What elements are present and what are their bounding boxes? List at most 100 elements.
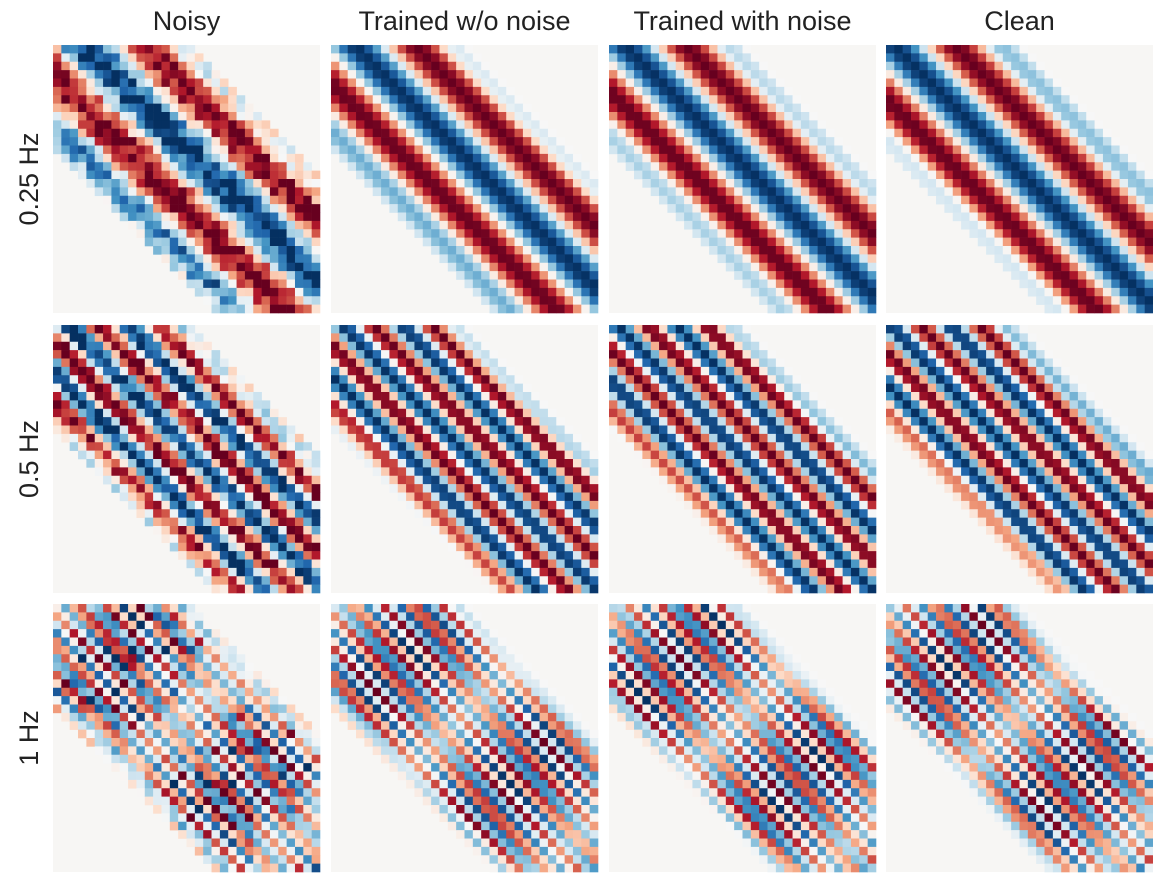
heatmap-cell bbox=[768, 526, 777, 535]
heatmap-cell bbox=[212, 79, 221, 88]
heatmap-cell bbox=[523, 585, 532, 594]
heatmap-cell bbox=[793, 392, 802, 401]
heatmap-cell bbox=[389, 87, 398, 96]
heatmap-cell bbox=[431, 509, 440, 518]
heatmap-cell bbox=[303, 518, 312, 527]
heatmap-cell bbox=[1078, 112, 1087, 121]
heatmap-cell bbox=[439, 409, 448, 418]
heatmap-cell bbox=[439, 509, 448, 518]
heatmap-cell bbox=[506, 384, 515, 393]
heatmap-cell bbox=[969, 154, 978, 163]
heatmap-cell bbox=[759, 350, 768, 359]
heatmap-cell bbox=[414, 95, 423, 104]
heatmap-cell bbox=[961, 112, 970, 121]
heatmap-cell bbox=[751, 238, 760, 247]
heatmap-cell bbox=[556, 442, 565, 451]
heatmap-cell bbox=[203, 171, 212, 180]
heatmap-cell bbox=[373, 62, 382, 71]
heatmap-cell bbox=[659, 375, 668, 384]
heatmap-cell bbox=[726, 112, 735, 121]
heatmap-cell bbox=[187, 526, 196, 535]
heatmap-cell bbox=[784, 367, 793, 376]
heatmap-cell bbox=[590, 179, 599, 188]
heatmap-cell bbox=[187, 221, 196, 230]
heatmap-cell bbox=[843, 154, 852, 163]
heatmap-cell bbox=[406, 409, 415, 418]
heatmap-cell bbox=[364, 112, 373, 121]
heatmap-cell bbox=[136, 409, 145, 418]
heatmap-cell bbox=[642, 367, 651, 376]
heatmap-cell bbox=[986, 229, 995, 238]
heatmap-cell bbox=[1086, 246, 1095, 255]
heatmap-cell bbox=[642, 95, 651, 104]
heatmap-cell bbox=[734, 392, 743, 401]
heatmap-cell bbox=[431, 501, 440, 510]
heatmap-cell bbox=[1070, 288, 1079, 297]
heatmap-cell bbox=[456, 518, 465, 527]
heatmap-cell bbox=[103, 112, 112, 121]
heatmap-cell bbox=[936, 104, 945, 113]
heatmap-cell bbox=[195, 288, 204, 297]
heatmap-cell bbox=[373, 451, 382, 460]
heatmap-cell bbox=[331, 62, 340, 71]
heatmap-cell bbox=[523, 246, 532, 255]
heatmap-cell bbox=[556, 280, 565, 289]
heatmap-cell bbox=[1136, 196, 1145, 205]
heatmap-cell bbox=[776, 171, 785, 180]
heatmap-cell bbox=[768, 384, 777, 393]
heatmap-cell bbox=[667, 196, 676, 205]
heatmap-cell bbox=[793, 560, 802, 569]
heatmap-cell bbox=[1078, 280, 1087, 289]
heatmap-cell bbox=[573, 154, 582, 163]
heatmap-cell bbox=[473, 534, 482, 543]
heatmap-cell bbox=[278, 171, 287, 180]
heatmap-cell bbox=[448, 171, 457, 180]
heatmap-cell bbox=[859, 171, 868, 180]
heatmap-cell bbox=[203, 526, 212, 535]
heatmap-cell bbox=[573, 560, 582, 569]
heatmap-cell bbox=[590, 568, 599, 577]
heatmap-cell bbox=[581, 204, 590, 213]
heatmap-cell bbox=[431, 518, 440, 527]
heatmap-cell bbox=[717, 434, 726, 443]
heatmap-cell bbox=[253, 271, 262, 280]
heatmap-cell bbox=[220, 263, 229, 272]
heatmap-cell bbox=[439, 333, 448, 342]
heatmap-cell bbox=[481, 120, 490, 129]
heatmap-cell bbox=[1145, 221, 1153, 230]
heatmap-cell bbox=[859, 288, 868, 297]
heatmap-cell bbox=[1120, 213, 1129, 222]
heatmap-cell bbox=[1053, 162, 1062, 171]
heatmap-cell bbox=[295, 576, 304, 585]
heatmap-cell bbox=[161, 204, 170, 213]
heatmap-cell bbox=[439, 534, 448, 543]
heatmap-cell bbox=[573, 459, 582, 468]
heatmap-cell bbox=[220, 359, 229, 368]
heatmap-cell bbox=[312, 526, 321, 535]
heatmap-cell bbox=[759, 238, 768, 247]
heatmap-cell bbox=[431, 342, 440, 351]
heatmap-cell bbox=[523, 280, 532, 289]
heatmap-cell bbox=[128, 87, 137, 96]
heatmap-cell bbox=[465, 442, 474, 451]
heatmap-cell bbox=[793, 409, 802, 418]
heatmap-cell bbox=[120, 187, 129, 196]
heatmap-cell bbox=[490, 213, 499, 222]
heatmap-cell bbox=[245, 263, 254, 272]
heatmap-cell bbox=[809, 179, 818, 188]
heatmap-cell bbox=[506, 375, 515, 384]
heatmap-cell bbox=[136, 367, 145, 376]
heatmap-cell bbox=[953, 45, 962, 54]
heatmap-cell bbox=[178, 325, 187, 334]
heatmap-cell bbox=[161, 254, 170, 263]
heatmap-cell bbox=[659, 79, 668, 88]
heatmap-cell bbox=[103, 417, 112, 426]
heatmap-cell bbox=[439, 367, 448, 376]
heatmap-cell bbox=[531, 560, 540, 569]
heatmap-cell bbox=[414, 187, 423, 196]
heatmap-cell bbox=[692, 162, 701, 171]
heatmap-cell bbox=[801, 526, 810, 535]
heatmap-cell bbox=[531, 238, 540, 247]
heatmap-cell bbox=[111, 162, 120, 171]
heatmap-cell bbox=[1020, 271, 1029, 280]
